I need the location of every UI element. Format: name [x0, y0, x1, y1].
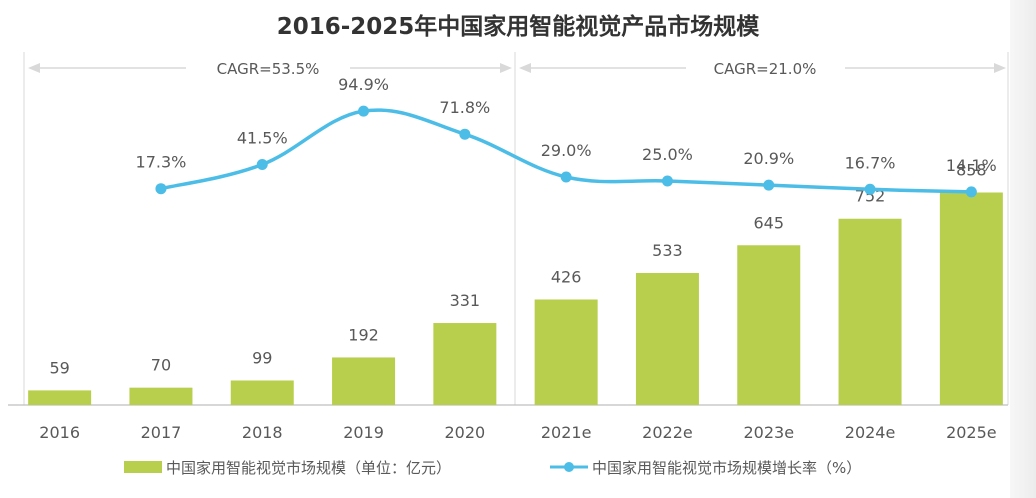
bar-2024e: [838, 218, 902, 405]
line-label-2019: 94.9%: [338, 75, 389, 94]
line-point-2025e: [965, 186, 977, 198]
bar-label-2022e: 533: [652, 241, 683, 260]
bar-label-2018: 99: [252, 348, 272, 367]
x-tick-2021e: 2021e: [541, 423, 592, 442]
arrow-right-icon: [994, 63, 1006, 73]
line-label-2023e: 20.9%: [743, 149, 794, 168]
line-point-2020: [459, 128, 471, 140]
bar-value-labels: 59 70 99 192 331 426 533 645 752 858: [49, 160, 986, 377]
chart-title: 2016-2025年中国家用智能视觉产品市场规模: [277, 13, 761, 40]
bar-label-2020: 331: [450, 291, 481, 310]
line-point-2021e: [560, 171, 572, 183]
line-point-2017: [155, 183, 167, 195]
cagr-annotation-1: CAGR=53.5%: [28, 60, 512, 78]
bar-2020: [433, 323, 497, 405]
line-point-2024e: [864, 183, 876, 195]
x-tick-2022e: 2022e: [642, 423, 693, 442]
line-label-2025e: 14.1%: [946, 156, 997, 175]
cagr-annotation-2: CAGR=21.0%: [519, 60, 1006, 78]
arrow-left-icon: [519, 63, 531, 73]
arrow-left-icon: [28, 63, 40, 73]
bar-2018: [230, 380, 294, 405]
legend-line-label: 中国家用智能视觉市场规模增长率（%）: [592, 459, 861, 477]
x-tick-2023e: 2023e: [743, 423, 794, 442]
line-label-2024e: 16.7%: [845, 153, 896, 172]
line-label-2020: 71.8%: [439, 98, 490, 117]
page-edge-shade: [1010, 0, 1036, 498]
x-tick-2016: 2016: [39, 423, 80, 442]
arrow-right-icon: [500, 63, 512, 73]
line-label-2017: 17.3%: [136, 153, 187, 172]
bar-label-2025e: 858: [956, 160, 987, 179]
x-tick-2025e: 2025e: [946, 423, 997, 442]
cagr-label-2: CAGR=21.0%: [714, 60, 817, 78]
bar-label-2017: 70: [151, 356, 171, 375]
bar-2017: [129, 387, 193, 405]
x-axis-ticks: 2016 2017 2018 2019 2020 2021e 2022e 2023e 2024e…: [39, 423, 996, 442]
line-label-2021e: 29.0%: [541, 141, 592, 160]
legend-bar-label: 中国家用智能视觉市场规模（单位：亿元）: [166, 459, 451, 477]
bar-2022e: [635, 272, 699, 405]
x-tick-2020: 2020: [444, 423, 485, 442]
line-series: [155, 105, 977, 198]
legend-bar-swatch: [124, 461, 162, 473]
x-tick-2024e: 2024e: [845, 423, 896, 442]
bar-2021e: [534, 299, 598, 405]
bar-label-2024e: 752: [855, 187, 886, 206]
line-point-2023e: [763, 179, 775, 191]
line-point-2018: [256, 159, 268, 170]
line-label-2022e: 25.0%: [642, 145, 693, 164]
bar-label-2016: 59: [49, 358, 69, 377]
bar-label-2021e: 426: [551, 267, 582, 286]
x-tick-2017: 2017: [141, 423, 182, 442]
bar-2019: [332, 357, 396, 405]
line-point-2022e: [661, 175, 673, 187]
cagr-label-1: CAGR=53.5%: [217, 60, 320, 78]
x-tick-2019: 2019: [343, 423, 384, 442]
line-point-2019: [358, 105, 370, 117]
legend: 中国家用智能视觉市场规模（单位：亿元） 中国家用智能视觉市场规模增长率（%）: [124, 459, 861, 477]
x-tick-2018: 2018: [242, 423, 283, 442]
line-label-2018: 41.5%: [237, 129, 288, 148]
bar-label-2019: 192: [348, 325, 379, 344]
bar-2025e: [939, 192, 1003, 405]
legend-line-marker-icon: [564, 462, 574, 472]
line-value-labels: 17.3% 41.5% 94.9% 71.8% 29.0% 25.0% 20.9% 16.7%…: [136, 75, 997, 175]
bar-2016: [28, 390, 92, 405]
bar-2023e: [737, 245, 801, 405]
bar-series: [28, 192, 1003, 405]
bar-label-2023e: 645: [753, 213, 784, 232]
